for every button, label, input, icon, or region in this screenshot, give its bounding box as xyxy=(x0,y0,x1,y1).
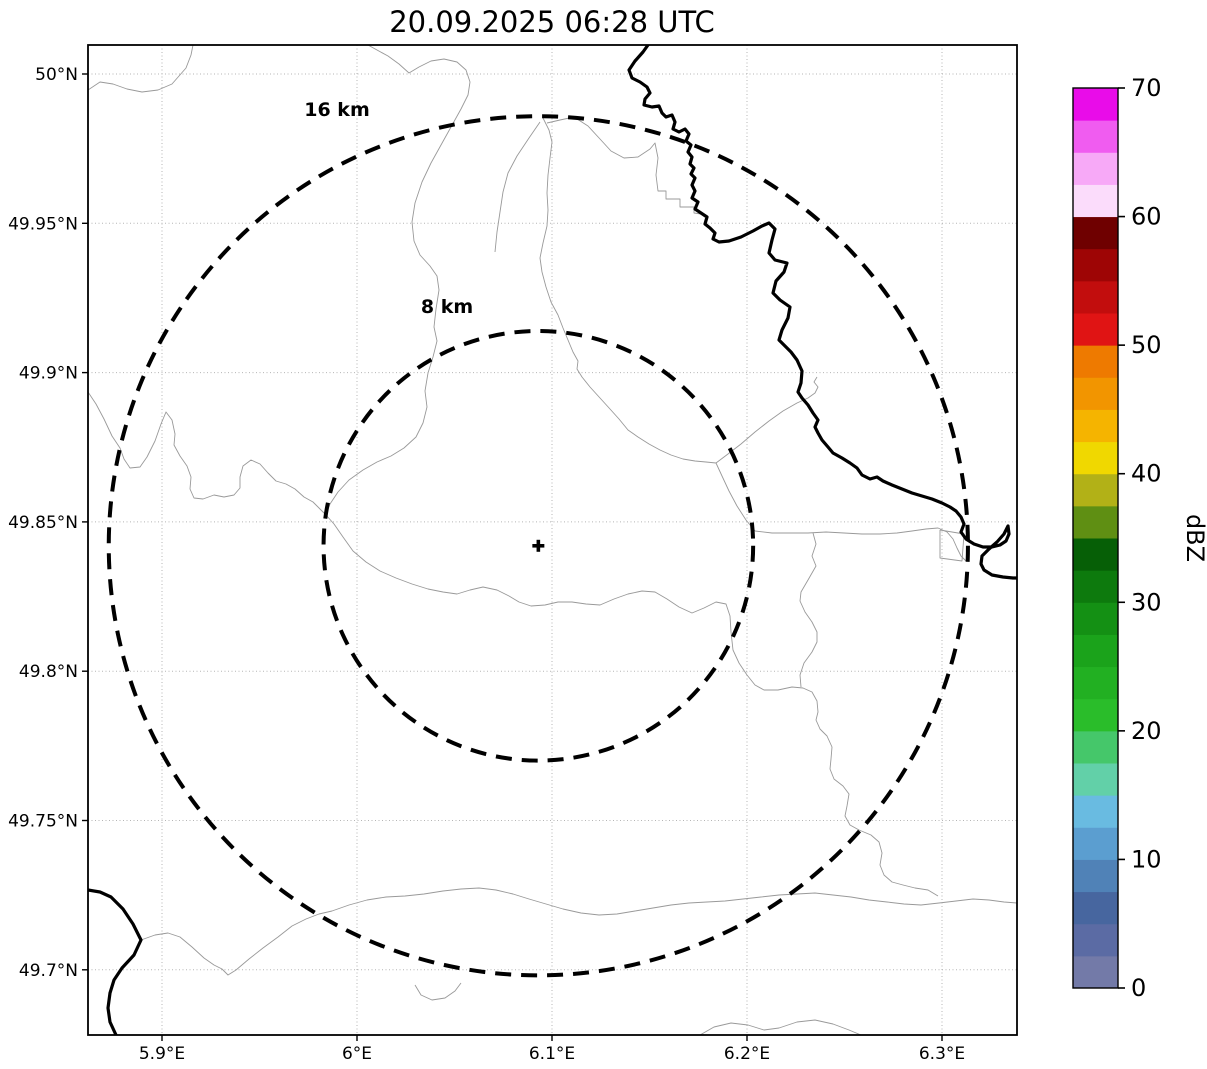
admin-border-line xyxy=(494,121,541,253)
admin-border-line xyxy=(325,45,471,516)
colorbar-band xyxy=(1073,666,1118,700)
admin-border-line xyxy=(699,1019,862,1035)
colorbar-tick-label: 50 xyxy=(1131,331,1162,359)
range-rings: 16 km 8 km xyxy=(106,99,970,978)
admin-border-line xyxy=(140,887,1017,976)
colorbar-unit-label: dBZ xyxy=(1181,514,1207,562)
admin-border-line xyxy=(88,45,194,93)
colorbar-tick-label: 70 xyxy=(1131,74,1162,102)
admin-border-line xyxy=(414,982,462,1001)
axis-ticks-and-labels: 5.9°E 6°E 6.1°E 6.2°E 6.3°E 50°N 49.95°N 49.9°N… xyxy=(8,44,1018,1064)
colorbar-band xyxy=(1073,923,1118,957)
colorbar-tick-label: 60 xyxy=(1131,203,1162,231)
colorbar-tick-label: 10 xyxy=(1131,845,1162,873)
colorbar-tick-label: 40 xyxy=(1131,460,1162,488)
admin-border-line xyxy=(88,391,939,897)
range-ring-label: 16 km xyxy=(304,99,370,121)
country-border-line xyxy=(88,888,143,1035)
colorbar-band xyxy=(1073,859,1118,893)
grid-lines xyxy=(88,45,1017,1035)
colorbar-band xyxy=(1073,538,1118,571)
colorbar-band xyxy=(1073,248,1118,282)
colorbar-tick-label: 30 xyxy=(1131,588,1162,616)
admin-border-line xyxy=(546,116,702,215)
colorbar-band xyxy=(1073,88,1118,121)
colorbar-band xyxy=(1073,795,1118,828)
colorbar-frame xyxy=(1072,87,1119,989)
colorbar-band xyxy=(1073,505,1118,539)
x-axis-tick-label: 5.9°E xyxy=(139,1044,185,1064)
colorbar-band xyxy=(1073,730,1118,764)
colorbar-tick-label: 0 xyxy=(1131,974,1146,1002)
colorbar-band xyxy=(1073,827,1118,860)
colorbar-band xyxy=(1073,345,1118,378)
y-axis-tick-label: 49.8°N xyxy=(19,662,78,682)
range-ring-label: 8 km xyxy=(421,296,473,318)
colorbar: 0 10 20 30 40 50 60 70 xyxy=(1072,74,1162,1002)
colorbar-band xyxy=(1073,698,1118,732)
colorbar-band xyxy=(1073,280,1118,314)
colorbar-band xyxy=(1073,602,1118,635)
plot-title: 20.09.2025 06:28 UTC xyxy=(389,5,715,39)
admin-border-line xyxy=(715,462,756,532)
colorbar-band xyxy=(1073,120,1118,153)
colorbar-band xyxy=(1073,891,1118,925)
colorbar-band xyxy=(1073,216,1118,250)
range-ring-circle xyxy=(321,328,756,763)
y-axis-tick-label: 50°N xyxy=(35,65,78,85)
y-axis-tick-label: 49.95°N xyxy=(8,214,78,234)
y-axis-tick-label: 49.9°N xyxy=(19,364,78,384)
range-ring-circle xyxy=(106,114,970,978)
colorbar-band xyxy=(1073,441,1118,475)
colorbar-band xyxy=(1073,570,1118,603)
x-axis-tick-label: 6°E xyxy=(342,1044,372,1064)
admin-border-line xyxy=(754,527,967,562)
colorbar-band xyxy=(1073,763,1118,796)
colorbar-band xyxy=(1073,152,1118,185)
colorbar-band xyxy=(1073,473,1118,507)
colorbar-band xyxy=(1073,955,1118,989)
map-boundary-lines xyxy=(88,45,1017,1035)
admin-border-line xyxy=(799,532,818,688)
y-axis-tick-label: 49.75°N xyxy=(8,812,78,832)
country-border-line xyxy=(627,45,1017,580)
colorbar-band xyxy=(1073,409,1118,443)
colorbar-band xyxy=(1073,184,1118,218)
admin-border-line xyxy=(715,376,819,464)
plot-frame xyxy=(87,44,1018,1036)
colorbar-band xyxy=(1073,313,1118,346)
x-axis-tick-label: 6.2°E xyxy=(724,1044,770,1064)
colorbar-tick-label: 20 xyxy=(1131,717,1162,745)
y-axis-tick-label: 49.7°N xyxy=(19,961,78,981)
colorbar-band xyxy=(1073,377,1118,410)
admin-border-line xyxy=(539,117,717,464)
x-axis-tick-label: 6.1°E xyxy=(529,1044,575,1064)
y-axis-tick-label: 49.85°N xyxy=(8,513,78,533)
x-axis-tick-label: 6.3°E xyxy=(919,1044,965,1064)
admin-border-line xyxy=(939,529,965,562)
colorbar-band xyxy=(1073,634,1118,668)
